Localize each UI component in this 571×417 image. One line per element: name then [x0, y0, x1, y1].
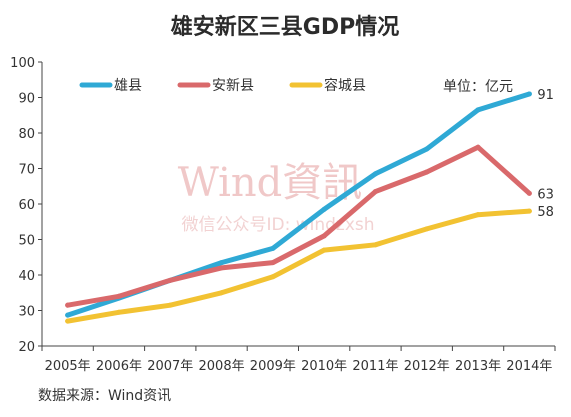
end-value-label: 63 — [537, 187, 554, 202]
x-tick-label: 2009年 — [250, 359, 296, 374]
data-point — [372, 171, 378, 177]
y-tick-label: 70 — [18, 163, 35, 178]
end-value-label: 58 — [537, 205, 554, 220]
data-point — [424, 146, 430, 152]
data-point — [219, 290, 225, 296]
legend-label: 雄县 — [114, 78, 142, 94]
x-tick-label: 2014年 — [506, 359, 552, 374]
data-point — [526, 190, 532, 196]
data-point — [424, 226, 430, 232]
data-point — [321, 233, 327, 239]
watermark-sub: 微信公众号ID: windzxsh — [181, 215, 374, 235]
data-point — [116, 309, 122, 315]
y-tick-label: 80 — [18, 127, 35, 142]
data-point — [65, 302, 71, 308]
chart-title: 雄安新区三县GDP情况 — [170, 14, 399, 40]
x-tick-label: 2007年 — [147, 359, 193, 374]
data-point — [270, 260, 276, 266]
data-point — [526, 91, 532, 97]
y-tick-label: 30 — [18, 305, 35, 320]
data-point — [475, 144, 481, 150]
x-tick-label: 2005年 — [45, 359, 91, 374]
legend: 雄县 安新县 容城县 — [79, 77, 366, 94]
y-tick-label: 40 — [18, 269, 35, 284]
x-tick-label: 2013年 — [455, 359, 501, 374]
y-tick-label: 90 — [18, 92, 35, 107]
data-point — [219, 260, 225, 266]
x-tick-label: 2010年 — [301, 359, 347, 374]
data-point — [475, 107, 481, 113]
data-point — [167, 277, 173, 283]
source-note: 数据来源：Wind资讯 — [38, 388, 171, 404]
y-tick-label: 50 — [18, 234, 35, 249]
data-point — [372, 189, 378, 195]
data-point — [270, 274, 276, 280]
series-line-3 — [65, 208, 532, 324]
legend-label: 容城县 — [324, 77, 366, 94]
x-tick-label: 2006年 — [96, 359, 142, 374]
data-point — [65, 312, 71, 318]
unit-label: 单位：亿元 — [443, 79, 513, 95]
data-point — [270, 245, 276, 251]
series-line-2 — [65, 144, 532, 308]
watermark-main: Wind資訊 — [178, 160, 363, 206]
x-tick-label: 2011年 — [352, 359, 398, 374]
series-layer: 91 63 58 — [65, 88, 554, 324]
y-tick-label: 20 — [18, 340, 35, 355]
data-point — [219, 265, 225, 271]
data-point — [321, 206, 327, 212]
legend-label: 安新县 — [212, 78, 254, 94]
axes: 20 30 40 50 60 70 80 90 100 2005年 2006年 2007年 2008年 2… — [10, 56, 556, 374]
end-value-label: 91 — [537, 88, 554, 103]
data-point — [424, 169, 430, 175]
x-tick-label: 2008年 — [199, 359, 245, 374]
y-tick-label: 60 — [18, 198, 35, 213]
data-point — [116, 293, 122, 299]
data-point — [65, 318, 71, 324]
watermark: Wind資訊 微信公众号ID: windzxsh — [178, 160, 375, 235]
x-tick-label: 2012年 — [404, 359, 450, 374]
data-point — [526, 208, 532, 214]
data-point — [475, 212, 481, 218]
data-point — [167, 302, 173, 308]
y-tick-label: 100 — [10, 56, 35, 71]
data-point — [321, 247, 327, 253]
data-point — [372, 242, 378, 248]
